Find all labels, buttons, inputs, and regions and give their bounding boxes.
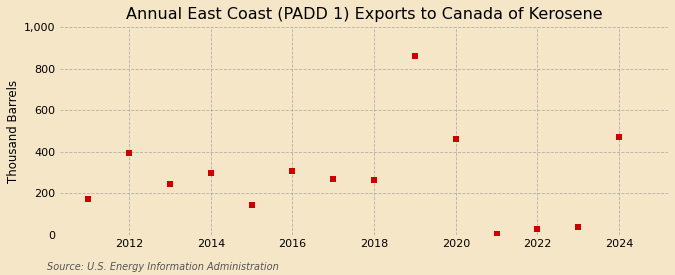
Point: [124, 150, 134, 155]
Point: [450, 137, 461, 141]
Point: [205, 171, 216, 176]
Point: [614, 135, 624, 139]
Point: [165, 182, 176, 186]
Point: [491, 231, 502, 236]
Y-axis label: Thousand Barrels: Thousand Barrels: [7, 79, 20, 183]
Point: [410, 54, 421, 59]
Point: [369, 178, 379, 183]
Point: [328, 177, 339, 181]
Point: [532, 227, 543, 231]
Text: Source: U.S. Energy Information Administration: Source: U.S. Energy Information Administ…: [47, 262, 279, 272]
Point: [573, 225, 584, 230]
Point: [83, 197, 94, 202]
Point: [287, 169, 298, 174]
Title: Annual East Coast (PADD 1) Exports to Canada of Kerosene: Annual East Coast (PADD 1) Exports to Ca…: [126, 7, 602, 22]
Point: [246, 203, 257, 207]
